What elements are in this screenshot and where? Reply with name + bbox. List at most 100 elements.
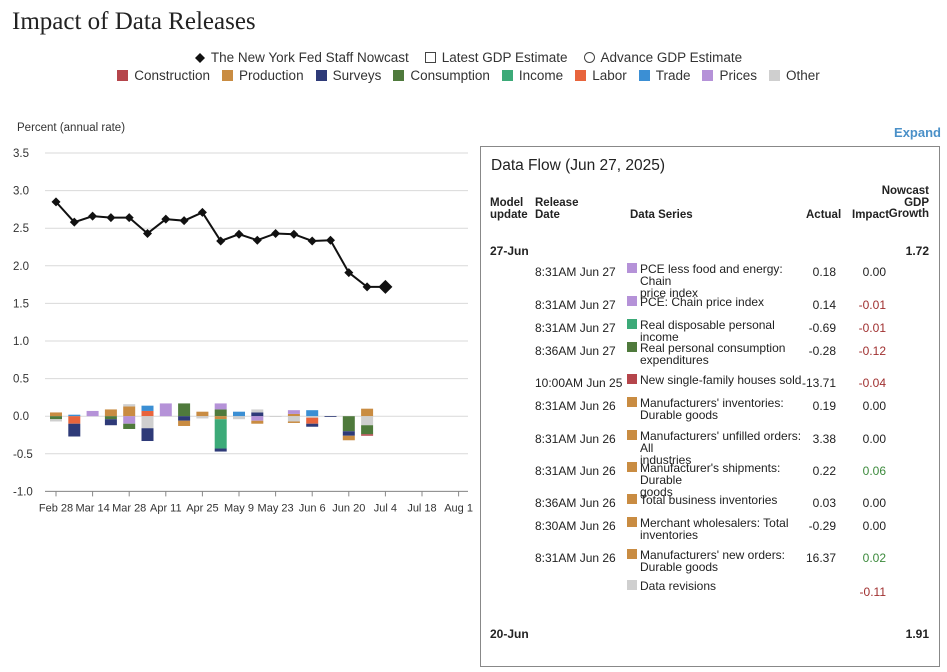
contribution-bar-segment [141, 428, 154, 442]
legend-swatch [117, 70, 129, 81]
series-name: Merchant wholesalers: Total [640, 516, 789, 530]
contribution-bar-segment [104, 419, 117, 426]
impact-value: -0.01 [858, 298, 886, 312]
contribution-bar-segment [251, 420, 264, 424]
contribution-bar-segment [287, 416, 300, 422]
category-swatch [627, 296, 637, 306]
release-time: 8:31AM Jun 26 [535, 464, 616, 478]
series-name: Total business inventories [640, 493, 778, 507]
series-name: Real personal consumption [640, 341, 786, 355]
y-tick-label: -0.5 [13, 449, 33, 461]
contribution-bar-segment [196, 411, 209, 417]
legend-surveys[interactable]: Surveys [315, 68, 382, 83]
contribution-bar-segment [123, 416, 136, 424]
series-name-cont: industries [640, 453, 692, 467]
legend-income[interactable]: Income [501, 68, 563, 83]
legend-label: Surveys [332, 68, 382, 83]
nowcast-point [161, 214, 171, 224]
contribution-bar-segment [214, 409, 227, 417]
legend-advance-gdp[interactable]: Advance GDP Estimate [583, 50, 742, 65]
y-tick-label: 1.0 [13, 336, 29, 348]
actual-value: -0.29 [808, 519, 836, 533]
contribution-bar-segment [269, 416, 282, 417]
legend-construction[interactable]: Construction [117, 68, 210, 83]
legend-swatch [575, 70, 587, 81]
contribution-bar-segment [287, 413, 300, 417]
contribution-bar-segment [361, 408, 374, 417]
nowcast-point [252, 235, 262, 245]
header-model-update: Model update [490, 197, 528, 221]
contribution-bar-segment [324, 416, 337, 417]
page-title: Impact of Data Releases [12, 8, 256, 35]
impact-value: 0.00 [862, 496, 886, 510]
release-time: 8:31AM Jun 26 [535, 432, 616, 446]
y-tick-label: 1.5 [13, 298, 29, 310]
category-swatch [627, 430, 637, 440]
category-swatch [627, 397, 637, 407]
series-name: Manufacturers' inventories: [640, 396, 784, 410]
legend-label: The New York Fed Staff Nowcast [210, 50, 409, 65]
category-swatch [627, 549, 637, 559]
actual-value: -13.71 [801, 376, 836, 390]
contribution-bar-segment [306, 417, 319, 424]
circle-outline-icon [583, 52, 595, 63]
nowcast-point [143, 228, 152, 238]
data-series: Manufacturer's shipments: Durable goods [627, 462, 807, 498]
actual-value: -0.28 [808, 344, 836, 358]
legend-production[interactable]: Production [222, 68, 304, 83]
group-nowcast: 1.91 [905, 627, 929, 641]
legend-labor[interactable]: Labor [575, 68, 627, 83]
x-tick-label: Jun 20 [332, 502, 365, 514]
data-series: PCE: Chain price index [627, 296, 807, 308]
legend-consumption[interactable]: Consumption [393, 68, 490, 83]
nowcast-point [179, 216, 189, 226]
legend-swatch [222, 70, 234, 81]
series-name: Manufacturers' new orders: [640, 548, 786, 562]
impact-value: -0.12 [858, 344, 886, 358]
contribution-bar-segment [104, 416, 117, 420]
contribution-bar-segment [233, 411, 245, 417]
actual-value: 3.38 [812, 432, 836, 446]
data-series: New single-family houses sold [627, 374, 807, 386]
contribution-bar-segment [86, 410, 99, 417]
nowcast-point [216, 236, 226, 246]
contribution-bar-segment [306, 410, 319, 417]
contribution-bar-segment [287, 410, 300, 414]
impact-value: 0.00 [862, 432, 886, 446]
data-series: Manufacturers' new orders: Durable goods [627, 549, 807, 573]
contribution-bar-segment [123, 404, 136, 407]
expand-link[interactable]: Expand [894, 125, 941, 140]
legend-nowcast[interactable]: The New York Fed Staff Nowcast [194, 50, 409, 65]
series-name: New single-family houses sold [640, 373, 802, 387]
contribution-bar-segment [123, 406, 136, 417]
contribution-bar-segment [214, 403, 227, 410]
legend-other[interactable]: Other [769, 68, 820, 83]
legend-swatch [638, 70, 650, 81]
y-tick-label: 3.0 [13, 186, 29, 198]
legend-latest-gdp[interactable]: Latest GDP Estimate [424, 50, 568, 65]
data-series: Real disposable personal income [627, 319, 807, 343]
nowcast-point [271, 228, 281, 238]
x-tick-label: Aug 1 [444, 502, 473, 514]
series-name-cont: goods [640, 485, 673, 499]
contribution-bar-segment [141, 416, 154, 429]
legend-prices[interactable]: Prices [702, 68, 757, 83]
series-name: Manufacturer's shipments: Durable [640, 461, 781, 487]
data-series: Real personal consumption expenditures [627, 342, 807, 366]
series-name-cont: expenditures [640, 353, 709, 367]
contribution-bar-segment [361, 425, 374, 435]
panel-title: Data Flow (Jun 27, 2025) [491, 157, 666, 174]
legend-trade[interactable]: Trade [638, 68, 690, 83]
y-tick-label: 0.5 [13, 374, 29, 386]
contribution-bar-segment [342, 431, 355, 436]
series-name: Data revisions [640, 579, 717, 593]
actual-value: -0.69 [808, 321, 836, 335]
release-time: 8:31AM Jun 27 [535, 321, 616, 335]
contribution-bar-segment [214, 416, 227, 420]
release-time: 8:30AM Jun 26 [535, 519, 616, 533]
nowcast-point [378, 279, 393, 294]
nowcast-point [51, 197, 61, 207]
data-series: PCE less food and energy: Chain price ind… [627, 263, 807, 299]
x-tick-label: May 23 [258, 502, 294, 514]
nowcast-chart: Percent (annual rate) 3.5 3.0 2.5 2.0 1.5 1.0… [0, 118, 476, 518]
